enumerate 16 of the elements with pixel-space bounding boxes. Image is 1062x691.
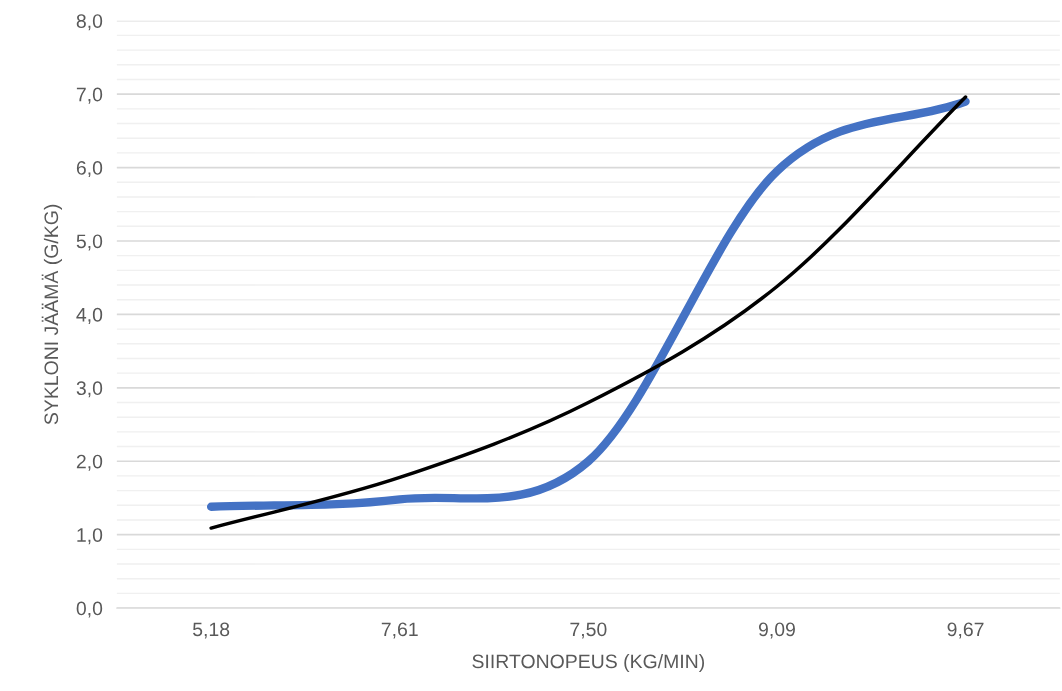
x-tick-label: 9,67: [947, 622, 984, 639]
x-tick-label: 9,09: [758, 622, 795, 639]
y-tick-label: 3,0: [76, 381, 103, 398]
x-tick-label: 5,18: [192, 622, 230, 639]
y-tick-label: 5,0: [76, 234, 103, 251]
x-tick-label: 7,61: [381, 622, 418, 639]
y-tick-label: 6,0: [76, 161, 103, 178]
y-tick-label: 8,0: [76, 14, 103, 31]
y-axis-title: SYKLONI JÄÄMÄ (G/KG): [41, 204, 63, 425]
y-tick-label: 1,0: [77, 528, 103, 545]
x-tick-label: 7,50: [570, 622, 607, 639]
x-axis-title: SIIRTONOPEUS (KG/MIN): [472, 653, 705, 673]
y-tick-label: 2,0: [76, 454, 103, 471]
y-tick-label: 7,0: [76, 87, 103, 104]
y-tick-label: 0,0: [76, 601, 103, 618]
y-tick-label: 4,0: [76, 307, 103, 324]
